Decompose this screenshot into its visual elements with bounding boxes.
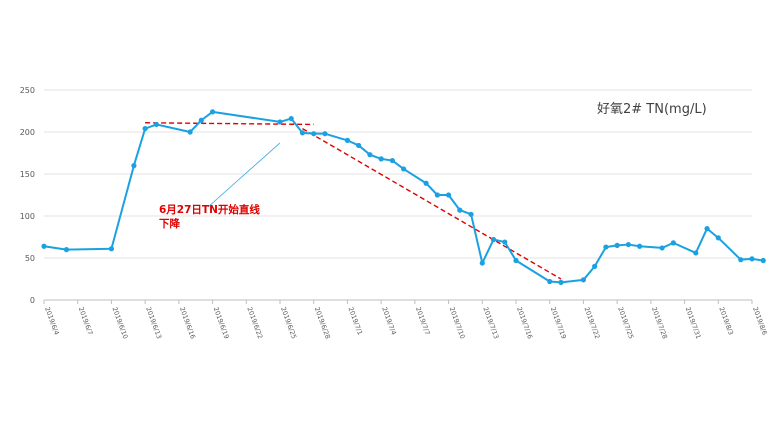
- data-point: [693, 250, 699, 256]
- trend-lines: [145, 122, 562, 280]
- data-point: [659, 245, 665, 251]
- data-point: [378, 156, 384, 162]
- x-tick-label: 2019/7/10: [448, 306, 467, 340]
- data-point: [401, 166, 407, 172]
- data-point: [153, 121, 159, 128]
- data-point: [445, 192, 452, 198]
- y-tick-label: 150: [20, 170, 35, 179]
- x-tick-label: 2019/7/13: [481, 306, 500, 340]
- data-point: [108, 246, 115, 252]
- x-axis-ticks: 2019/6/4 2019/6/7 2019/6/10 2019/6/13 2019/6…: [43, 300, 769, 340]
- data-point: [468, 211, 474, 217]
- data-point: [558, 279, 564, 285]
- data-point: [367, 152, 373, 158]
- x-tick-label: 2019/7/19: [549, 306, 568, 340]
- data-point: [614, 242, 620, 248]
- data-point: [131, 163, 137, 169]
- y-tick-label: 100: [20, 212, 35, 221]
- data-point: [142, 126, 148, 132]
- data-point: [670, 240, 676, 246]
- x-tick-label: 2019/8/3: [717, 306, 735, 336]
- trend-line: [302, 128, 562, 280]
- annotation-text-line: 下降: [159, 217, 180, 230]
- data-point: [187, 129, 193, 135]
- x-tick-label: 2019/8/6: [751, 306, 769, 336]
- data-point: [580, 277, 587, 283]
- gridlines: [44, 89, 752, 301]
- annotation-text-line: 6月27日TN开始直线: [159, 203, 260, 216]
- y-axis-ticks: 0 50 100 150 200 250: [20, 86, 35, 305]
- x-tick-label: 2019/6/4: [43, 306, 61, 336]
- data-point: [311, 131, 317, 137]
- data-point: [389, 157, 395, 164]
- data-point: [592, 263, 598, 269]
- data-point: [490, 236, 497, 243]
- data-point: [299, 130, 306, 136]
- data-point: [715, 235, 721, 241]
- y-tick-label: 0: [30, 296, 35, 305]
- series-layer: [41, 109, 766, 285]
- x-tick-label: 2019/6/13: [144, 306, 163, 340]
- data-point: [547, 278, 553, 285]
- data-point: [63, 247, 70, 253]
- data-point: [356, 142, 362, 149]
- data-point: [209, 109, 216, 115]
- y-tick-label: 200: [20, 128, 35, 137]
- data-point: [603, 244, 609, 250]
- x-tick-label: 2019/7/16: [515, 306, 534, 340]
- x-tick-label: 2019/6/28: [313, 306, 332, 340]
- data-point: [423, 180, 429, 186]
- x-tick-label: 2019/6/7: [77, 306, 95, 336]
- data-point: [198, 117, 204, 123]
- data-point: [479, 260, 485, 266]
- data-point: [277, 119, 283, 125]
- x-tick-label: 2019/7/28: [650, 306, 669, 340]
- x-tick-label: 2019/6/25: [279, 306, 298, 340]
- x-tick-label: 2019/6/10: [111, 306, 130, 340]
- x-tick-label: 2019/6/19: [212, 306, 231, 340]
- data-point: [513, 257, 519, 264]
- annotation-pointer: [207, 142, 281, 208]
- y-tick-label: 50: [25, 254, 35, 263]
- data-point: [704, 226, 710, 232]
- data-point: [749, 256, 755, 262]
- data-point: [288, 115, 294, 122]
- data-point: [637, 243, 643, 249]
- data-point: [625, 241, 631, 248]
- series-line: [43, 110, 764, 284]
- x-tick-label: 2019/6/16: [178, 306, 197, 340]
- chart-title: 好氧2# TN(mg/L): [597, 102, 707, 117]
- x-tick-label: 2019/7/25: [616, 306, 635, 340]
- data-point: [502, 239, 508, 245]
- y-tick-label: 250: [20, 86, 35, 95]
- data-point: [434, 192, 440, 198]
- data-point: [457, 207, 463, 213]
- x-tick-label: 2019/7/31: [684, 306, 703, 340]
- x-tick-label: 2019/7/22: [583, 306, 602, 340]
- data-point: [344, 137, 351, 143]
- data-point: [322, 131, 328, 137]
- data-point: [760, 257, 766, 264]
- x-tick-label: 2019/7/7: [414, 306, 432, 336]
- x-tick-label: 2019/7/1: [347, 306, 365, 336]
- trend-line: [145, 122, 314, 126]
- data-point: [41, 243, 47, 249]
- x-tick-label: 2019/6/22: [245, 306, 264, 340]
- data-point: [738, 257, 744, 263]
- x-tick-label: 2019/7/4: [380, 306, 398, 336]
